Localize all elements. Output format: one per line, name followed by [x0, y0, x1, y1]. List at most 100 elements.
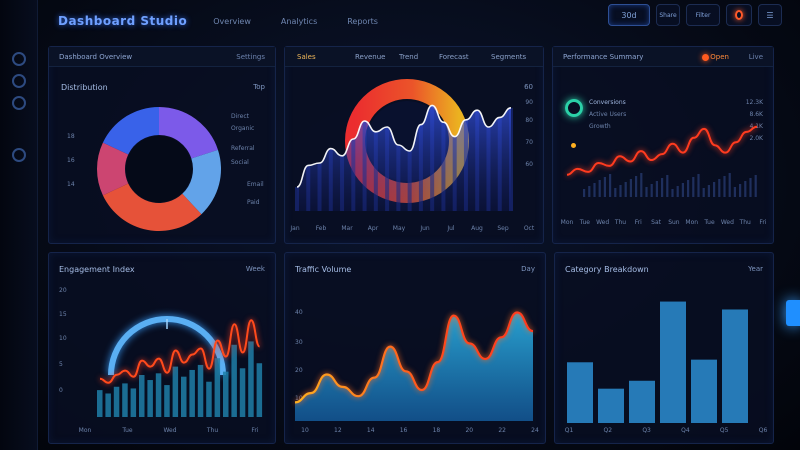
x-tick-label: Oct — [523, 225, 535, 232]
kpi-bar — [697, 174, 700, 197]
performance-panel-header: Performance Summary Open Live — [553, 47, 773, 67]
legend-item: Referral — [231, 145, 255, 152]
layers-icon[interactable] — [12, 96, 26, 110]
kpi-bar — [635, 176, 638, 197]
nav-overview[interactable]: Overview — [213, 16, 251, 26]
tab-segments[interactable]: Segments — [491, 53, 527, 61]
alert-button[interactable] — [726, 4, 752, 26]
engagement-bar — [239, 368, 246, 417]
category-panel: Category Breakdown Year Q1 Q2 Q3 Q4 Q5 Q6 — [554, 252, 774, 444]
engagement-line — [99, 319, 261, 384]
engagement-bar — [231, 344, 237, 417]
donut-chart — [97, 107, 221, 231]
x-tick-label: Jul — [447, 225, 455, 232]
panel-settings-link[interactable]: Settings — [236, 53, 265, 61]
engagement-bar — [130, 388, 137, 417]
x-tick-label: Q1 — [564, 427, 574, 434]
kpi-bar — [609, 174, 612, 197]
x-tick-label: 12 — [334, 427, 342, 434]
x-tick-label: Q2 — [603, 427, 613, 434]
engagement-bar — [147, 380, 153, 417]
x-tick-label: Q5 — [719, 427, 729, 434]
nav-analytics[interactable]: Analytics — [280, 16, 318, 26]
donut-slice — [182, 149, 221, 215]
donut-title: Distribution — [61, 83, 108, 92]
category-bar-chart — [567, 301, 748, 423]
kpi-ring-icon — [565, 99, 583, 117]
performance-panel: Performance Summary Open Live Conversion… — [552, 46, 774, 244]
kpi-row: Conversions — [589, 99, 626, 106]
x-tick-label: May — [392, 225, 406, 232]
chart-icon[interactable] — [12, 74, 26, 88]
trend-x-axis: Jan Feb Mar Apr May Jun Jul Aug Sep Oct — [290, 225, 534, 235]
live-toggle[interactable]: Live — [748, 53, 763, 61]
axis-label: 10 — [59, 335, 67, 342]
donut-hole — [126, 136, 192, 202]
nav-reports[interactable]: Reports — [347, 16, 378, 26]
kpi-line-chart — [566, 125, 758, 197]
engagement-panel: Engagement Index Week 20 15 10 5 0 Mon Tu… — [48, 252, 276, 444]
status-badge[interactable]: Open — [710, 53, 729, 61]
x-tick-label: Q3 — [642, 427, 651, 434]
axis-label: 10 — [295, 395, 303, 402]
x-tick-label: 16 — [399, 427, 408, 434]
trend-line — [296, 104, 512, 188]
engagement-bar — [214, 358, 221, 417]
axis-label: 70 — [525, 139, 533, 146]
home-icon[interactable] — [12, 52, 26, 66]
kpi-bar — [624, 182, 627, 197]
x-tick-label: 14 — [366, 427, 375, 434]
x-tick-label: Wed — [163, 427, 177, 434]
range-button[interactable]: 30d — [608, 4, 650, 26]
kpi-bar — [603, 177, 606, 197]
trend-area — [297, 105, 511, 211]
filter-button[interactable]: Filter — [686, 4, 720, 26]
tab-revenue[interactable]: Revenue — [355, 53, 386, 61]
engagement-bar — [197, 364, 204, 417]
kpi-bar — [583, 189, 586, 197]
edge-handle[interactable] — [786, 300, 800, 326]
category-bar — [629, 380, 655, 423]
kpi-row: Active Users — [589, 111, 627, 118]
share-button[interactable]: Share — [656, 4, 680, 26]
engagement-title: Engagement Index — [59, 265, 135, 274]
axis-label: 0 — [59, 387, 63, 394]
kpi-bar — [629, 179, 632, 197]
kpi-bar — [733, 187, 736, 197]
menu-button[interactable]: ☰ — [758, 4, 782, 26]
axis-label: 15 — [59, 311, 67, 318]
engagement-flag: Week — [245, 265, 265, 273]
kpi-stat: 12.3K — [745, 99, 763, 106]
kpi-line — [566, 125, 758, 176]
engagement-bar — [122, 383, 128, 417]
settings-icon[interactable] — [12, 148, 26, 162]
x-tick-label: Mon — [78, 427, 92, 434]
engagement-bar — [189, 369, 195, 417]
top-controls: 30d Share Filter ☰ — [608, 4, 782, 26]
category-bar — [598, 388, 624, 423]
tab-trend[interactable]: Trend — [399, 53, 419, 61]
donut-slice — [102, 183, 202, 231]
legend-item: Organic — [231, 125, 255, 132]
x-tick-label: Wed — [720, 219, 734, 226]
category-bar — [660, 301, 686, 423]
status-dot-icon — [702, 54, 709, 61]
engagement-bar — [113, 386, 120, 417]
axis-label: 18 — [67, 133, 75, 140]
kpi-bar — [687, 180, 690, 197]
legend-item: Paid — [247, 199, 260, 206]
category-title: Category Breakdown — [565, 265, 649, 274]
range-label: 30d — [621, 10, 637, 20]
x-tick-label: Mon — [560, 219, 574, 226]
kpi-bar — [640, 173, 643, 197]
x-tick-label: 24 — [531, 427, 539, 434]
tab-forecast[interactable]: Forecast — [439, 53, 469, 61]
kpi-bar — [666, 175, 669, 197]
tab-sales[interactable]: Sales — [297, 53, 316, 61]
kpi-bar — [702, 188, 705, 197]
kpi-bar — [593, 183, 596, 197]
side-rail — [0, 0, 38, 450]
traffic-title: Traffic Volume — [295, 265, 352, 274]
axis-label: 16 — [67, 157, 75, 164]
engagement-chart — [97, 316, 263, 417]
